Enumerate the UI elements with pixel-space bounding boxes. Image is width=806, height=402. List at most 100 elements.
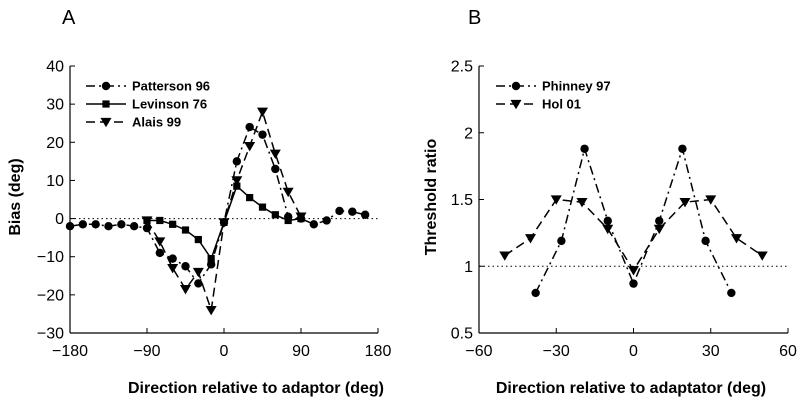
panel-a-x-tick-label: −180 <box>52 343 88 360</box>
panel-a-y-tick-label: 10 <box>46 173 64 190</box>
panel-b-data-point <box>531 288 540 298</box>
panel-a-x-tick-label: 90 <box>292 343 310 360</box>
panel-b-y-tick-label: 1 <box>464 259 473 276</box>
panel-b-data-point <box>731 234 742 244</box>
panel-a-data-point <box>194 279 203 288</box>
panel-a-data-point <box>246 193 254 202</box>
panel-b-x-tick-label: −30 <box>543 343 570 360</box>
panel-a-x-tick-label: 180 <box>365 343 392 360</box>
panel-a-y-tick-label: 20 <box>46 135 64 152</box>
panel-a-x-tick-label: 0 <box>220 343 229 360</box>
panel-a-data-point <box>218 218 230 228</box>
panel-b-data-point <box>557 236 566 246</box>
panel-a-series-line <box>69 125 366 285</box>
panel-b-letter: B <box>468 7 481 29</box>
panel-b-y-tick-label: 0.5 <box>451 326 473 343</box>
panel-a-data-point <box>91 220 100 229</box>
panel-a-data-point <box>104 222 113 231</box>
panel-a-y-axis-title: Bias (deg) <box>7 158 24 235</box>
panel-a-series-2 <box>141 107 307 316</box>
panel-b-data-point <box>628 266 639 276</box>
panel-a-data-point <box>322 216 331 225</box>
panel-a-data-point <box>360 210 370 219</box>
panel-a-legend-label: Patterson 96 <box>132 79 210 94</box>
panel-a-data-point <box>295 212 307 222</box>
panel-a-data-point <box>168 254 177 263</box>
panel-b-data-point <box>679 198 691 208</box>
panel-a-legend: Patterson 96 Levinson 76 Alais 99 <box>86 79 210 130</box>
panel-b-y-axis-title: Threshold ratio <box>423 139 440 256</box>
panel-a-data-point <box>258 130 267 139</box>
panel-a-data-point <box>269 149 281 159</box>
panel-a-series-line <box>146 109 302 311</box>
panel-b-data-point <box>655 216 664 226</box>
panel-b-legend-label: Hol 01 <box>542 97 581 112</box>
panel-a-data-point <box>117 220 126 229</box>
panel-b-data-point <box>580 144 589 153</box>
panel-a-data-point <box>129 222 139 231</box>
panel-a-data-point <box>194 235 202 244</box>
panel-a-data-point <box>271 164 280 174</box>
panel-a-data-point <box>348 207 357 216</box>
panel-a-y-tick-label: −20 <box>37 287 64 304</box>
panel-a-data-point <box>167 264 179 274</box>
panel-b-data-point <box>499 251 511 261</box>
panel-a-x-tick-label: −90 <box>133 343 160 360</box>
panel-a-data-point <box>282 187 294 198</box>
panel-a-data-point <box>309 220 319 229</box>
panel-a-legend-label: Alais 99 <box>132 115 181 130</box>
panel-a-data-point <box>257 107 268 117</box>
panel-a-y-tick-label: −30 <box>37 326 64 343</box>
panel-b-data-point <box>576 198 588 208</box>
panel-b-x-tick-label: 60 <box>779 343 797 360</box>
panel-a-data-point <box>181 226 190 234</box>
panel-b-x-tick-label: 0 <box>629 343 638 360</box>
panel-b-data-point <box>756 251 768 261</box>
panel-a-data-point <box>155 248 165 258</box>
panel-b-data-point <box>629 279 638 288</box>
panel-a-data-point <box>258 203 267 211</box>
panel-b-series-1 <box>499 195 768 276</box>
panel-b-data-point <box>603 216 612 226</box>
panel-a-y-tick-label: 0 <box>55 211 64 228</box>
panel-a-y-tick-label: −10 <box>37 249 64 266</box>
panel-a: A Direction relative to adaptor (deg) Bi… <box>7 7 391 397</box>
panel-b-data-point <box>678 144 687 153</box>
panel-a-legend-marker <box>101 81 111 91</box>
panel-a-data-point <box>231 176 243 186</box>
panel-a-data-point <box>206 260 216 269</box>
panel-b-legend-label: Phinney 97 <box>542 79 611 94</box>
panel-a-data-point <box>142 223 152 233</box>
panel-b-data-point <box>705 195 717 205</box>
panel-a-data-point <box>244 141 256 152</box>
panel-a-data-point <box>154 237 166 247</box>
panel-a-data-point <box>271 211 279 219</box>
panel-a-data-point <box>233 182 241 190</box>
panel-a-data-point <box>207 255 215 263</box>
panel-b-x-tick-label: −60 <box>465 343 492 360</box>
panel-a-data-point <box>232 157 242 166</box>
panel-b-data-point <box>602 224 614 235</box>
panel-a-data-point <box>169 220 177 228</box>
panel-a-data-point <box>335 206 344 216</box>
panel-b-legend-marker <box>510 99 522 110</box>
panel-b-series-line <box>534 146 733 294</box>
panel-a-legend-marker <box>100 117 112 128</box>
panel-b-legend-marker <box>511 81 521 91</box>
panel-b-data-point <box>550 195 562 205</box>
panel-b-y-tick-label: 2 <box>464 125 473 142</box>
panel-a-data-point <box>245 122 254 132</box>
panel-b-y-tick-label: 1.5 <box>451 192 473 209</box>
panel-a-data-point <box>156 216 164 225</box>
panel-a-data-point <box>181 262 190 271</box>
panel-a-legend-label: Levinson 76 <box>132 97 207 112</box>
panel-b-legend: Phinney 97 Hol 01 <box>496 79 611 112</box>
panel-a-data-point <box>141 216 153 226</box>
panel-a-x-axis-title: Direction relative to adaptor (deg) <box>128 380 384 397</box>
panel-b-data-point <box>653 224 665 235</box>
panel-b-data-point <box>701 236 710 246</box>
panel-b-series-line <box>504 198 763 272</box>
panel-b-x-tick-label: 30 <box>702 343 720 360</box>
panel-a-data-point <box>180 285 191 295</box>
